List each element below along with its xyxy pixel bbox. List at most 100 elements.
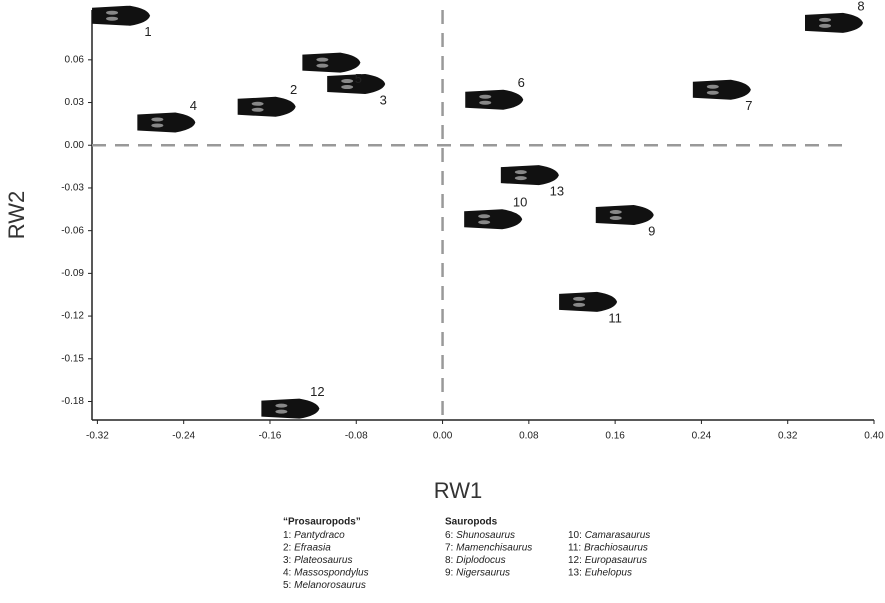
skull-detail	[275, 410, 287, 414]
skull-point	[238, 97, 296, 117]
skull-shape	[693, 80, 751, 100]
y-tick-label: -0.15	[61, 353, 84, 364]
skull-detail	[106, 11, 118, 15]
y-axis-title: RW2	[4, 191, 29, 240]
legend-item: 12: Europasaurus	[568, 555, 647, 566]
point-label: 2	[290, 82, 297, 97]
skull-point	[805, 13, 863, 33]
skull-detail	[573, 297, 585, 301]
x-tick-label: 0.16	[605, 431, 625, 442]
skull-point	[92, 6, 150, 26]
point-label: 6	[518, 75, 525, 90]
skull-point	[137, 112, 195, 132]
point-label: 5	[355, 71, 362, 86]
legend-name: Camarasaurus	[585, 530, 651, 541]
legend-item: 13: Euhelopus	[568, 567, 632, 578]
y-tick-label: -0.03	[61, 183, 84, 194]
skull-shape	[465, 90, 523, 110]
legend-name: Plateosaurus	[294, 555, 352, 566]
point-label: 12	[310, 384, 324, 399]
legend-name: Brachiosaurus	[584, 542, 648, 553]
legend-item: 3: Plateosaurus	[283, 555, 353, 566]
skull-detail	[252, 102, 264, 106]
skull-detail	[275, 404, 287, 408]
legend-name: Massospondylus	[294, 567, 368, 578]
skull-detail	[707, 85, 719, 89]
skull-shape	[92, 6, 150, 26]
y-tick-label: -0.18	[61, 396, 84, 407]
point-label: 7	[745, 98, 752, 113]
point-label: 8	[857, 0, 864, 13]
skull-shape	[559, 292, 617, 312]
skull-shape	[302, 53, 360, 73]
skull-detail	[151, 123, 163, 127]
y-tick-label: 0.06	[65, 54, 85, 65]
skull-detail	[479, 95, 491, 99]
skull-detail	[707, 91, 719, 95]
legend-num: 10:	[568, 530, 582, 541]
skull-detail	[819, 24, 831, 28]
legend-num: 6:	[445, 530, 453, 541]
skull-shape	[137, 112, 195, 132]
skull-detail	[316, 64, 328, 68]
point-label: 9	[648, 223, 655, 238]
skull-detail	[478, 220, 490, 224]
skull-detail	[106, 17, 118, 21]
legend-name: Pantydraco	[294, 530, 345, 541]
legend-name: Shunosaurus	[456, 530, 515, 541]
skull-detail	[341, 79, 353, 83]
legend-num: 5:	[283, 580, 291, 591]
legend-item: 8: Diplodocus	[445, 555, 506, 566]
legend-num: 9:	[445, 567, 453, 578]
y-tick-label: -0.09	[61, 268, 84, 279]
skull-point	[465, 90, 523, 110]
point-label: 1	[144, 24, 151, 39]
point-label: 4	[190, 98, 197, 113]
skull-shape	[805, 13, 863, 33]
point-label: 3	[380, 92, 387, 107]
skull-detail	[151, 117, 163, 121]
skull-detail	[515, 170, 527, 174]
point-label: 13	[550, 184, 564, 199]
skull-detail	[610, 216, 622, 220]
legend-num: 1:	[283, 530, 291, 541]
legend-item: 10: Camarasaurus	[568, 530, 650, 541]
x-tick-label: 0.24	[692, 431, 712, 442]
point-label: 11	[608, 310, 622, 325]
legend-num: 3:	[283, 555, 291, 566]
y-tick-label: 0.00	[65, 140, 85, 151]
x-tick-label: 0.32	[778, 431, 798, 442]
legend-item: 1: Pantydraco	[283, 530, 345, 541]
legend-name: Efraasia	[294, 542, 331, 553]
point-label: 10	[513, 195, 527, 210]
legend-heading: Sauropods	[445, 517, 498, 528]
x-tick-label: -0.16	[259, 431, 282, 442]
skull-point	[302, 53, 360, 73]
skull-shape	[464, 209, 522, 229]
legend-name: Diplodocus	[456, 555, 505, 566]
skull-detail	[478, 214, 490, 218]
legend-name: Melanorosaurus	[294, 580, 366, 591]
legend-num: 4:	[283, 567, 291, 578]
legend-item: 4: Massospondylus	[283, 567, 369, 578]
legend-item: 7: Mamenchisaurus	[445, 542, 532, 553]
skull-detail	[610, 210, 622, 214]
legend-item: 5: Melanorosaurus	[283, 580, 366, 591]
legend-num: 2:	[283, 542, 291, 553]
x-tick-label: -0.24	[172, 431, 195, 442]
x-tick-label: 0.40	[864, 431, 884, 442]
skull-detail	[316, 58, 328, 62]
x-axis-title: RW1	[434, 478, 483, 503]
y-tick-label: -0.12	[61, 311, 84, 322]
legend-num: 7:	[445, 542, 453, 553]
legend-item: 2: Efraasia	[283, 542, 331, 553]
legend-item: 11: Brachiosaurus	[568, 542, 648, 553]
skull-point	[693, 80, 751, 100]
skull-detail	[252, 108, 264, 112]
skull-detail	[819, 18, 831, 22]
skull-shape	[501, 165, 559, 185]
skull-point	[464, 209, 522, 229]
skull-shape	[238, 97, 296, 117]
x-tick-label: -0.32	[86, 431, 109, 442]
legend-num: 13:	[568, 567, 582, 578]
